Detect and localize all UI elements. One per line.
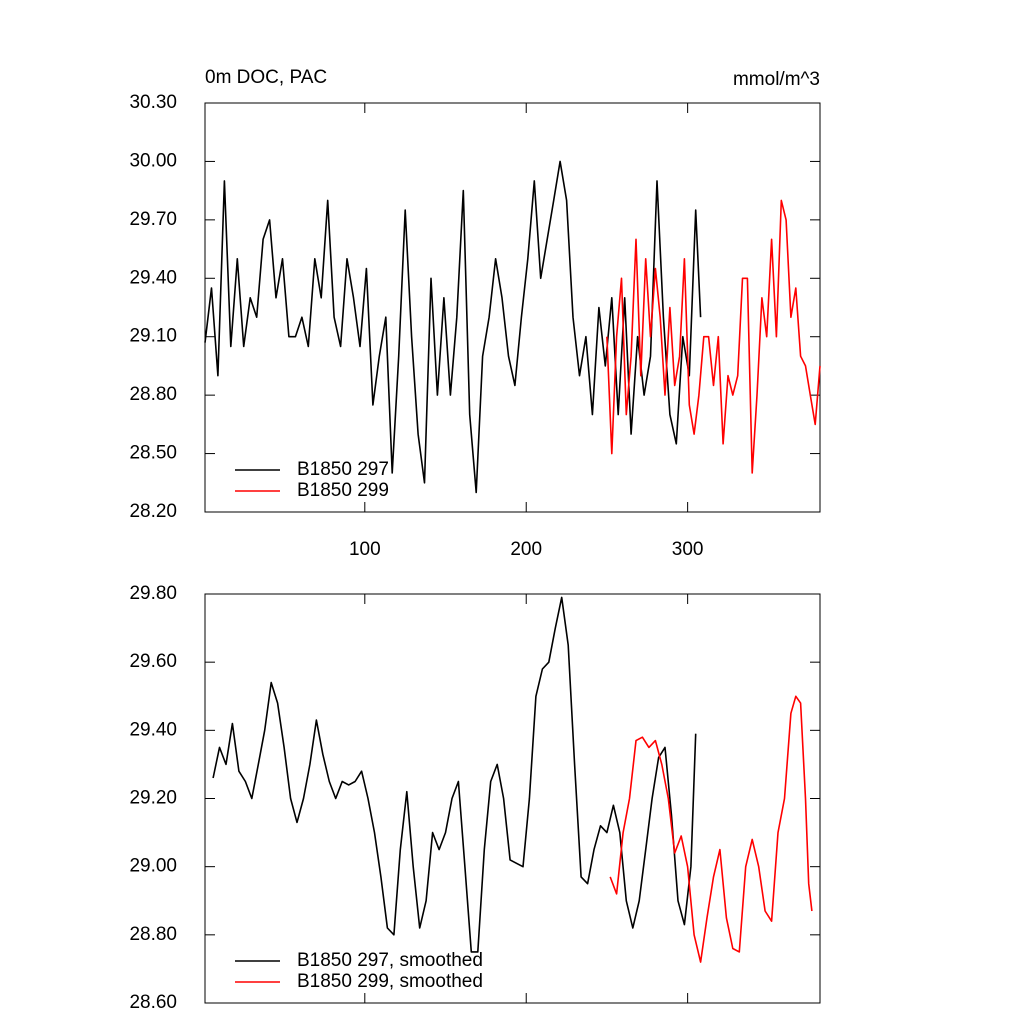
legend-label: B1850 297, smoothed [297, 950, 483, 971]
y-tick-label: 30.30 [129, 92, 177, 113]
legend-label: B1850 297 [297, 459, 389, 480]
y-tick-label: 29.10 [129, 326, 177, 347]
y-tick-label: 28.20 [129, 501, 177, 522]
series-line [606, 199, 821, 474]
x-tick-label: 100 [349, 539, 381, 560]
y-tick-label: 28.80 [129, 924, 177, 945]
x-tick-label: 300 [672, 539, 704, 560]
y-tick-label: 28.80 [129, 384, 177, 405]
series-line [204, 160, 702, 494]
chart-title: 0m DOC, PAC [205, 67, 327, 88]
legend-label: B1850 299, smoothed [297, 971, 483, 992]
y-tick-label: 29.60 [129, 651, 177, 672]
plot-frame [204, 102, 821, 513]
y-tick-label: 29.70 [129, 209, 177, 230]
y-tick-label: 29.20 [129, 788, 177, 809]
x-tick-label: 200 [510, 539, 542, 560]
series-line [609, 695, 813, 963]
y-tick-label: 28.60 [129, 992, 177, 1013]
y-tick-label: 29.00 [129, 856, 177, 877]
series-line [212, 596, 697, 953]
y-tick-label: 28.50 [129, 443, 177, 464]
y-tick-label: 29.40 [129, 267, 177, 288]
y-tick-label: 29.80 [129, 583, 177, 604]
legend-label: B1850 299 [297, 480, 389, 501]
y-tick-label: 30.00 [129, 150, 177, 171]
y-tick-label: 29.40 [129, 719, 177, 740]
units-label: mmol/m^3 [733, 69, 820, 90]
plot-frame [204, 593, 821, 1004]
